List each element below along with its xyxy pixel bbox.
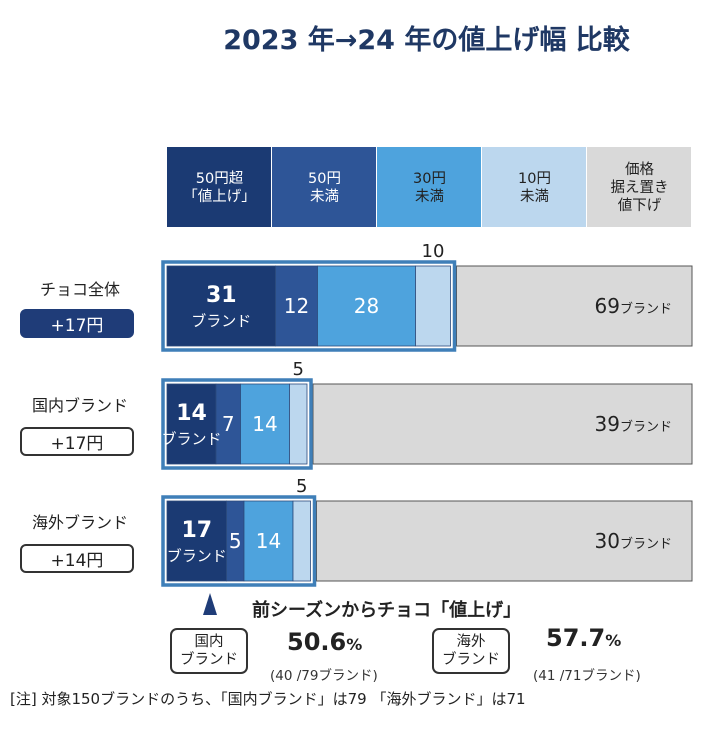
legend-label-3: 10円未満 [518, 171, 551, 205]
bar-0-label-2: 28 [354, 294, 379, 318]
foreign-box-line1: 海外 [456, 634, 486, 650]
bar-0-outline [161, 260, 457, 352]
badge-foreign: +14円 [20, 544, 134, 573]
bar-0-label-1: 12 [284, 294, 309, 318]
row-label-domestic: 国内ブランド [31, 396, 128, 415]
domestic-percentage: 50.6% [287, 628, 362, 656]
bar-2-seg-4 [316, 500, 693, 582]
bar-0-label-0-sub: ブランド [191, 312, 251, 330]
bar-1-seg-2 [240, 383, 290, 465]
domestic-box-line1: 国内 [194, 634, 224, 650]
bar-0-label-0: 31 [206, 283, 237, 308]
bar-1-seg-4 [312, 383, 693, 465]
bar-2-label-2: 14 [256, 529, 281, 553]
foreign-brand-box: 海外 ブランド [432, 628, 510, 674]
bar-0-seg-2 [317, 265, 416, 347]
bar-1-seg-3 [289, 383, 308, 465]
bar-2-label-0-sub: ブランド [167, 547, 227, 565]
badge-domestic: +17円 [20, 427, 134, 456]
foreign-pct-unit: % [605, 631, 622, 650]
foreign-detail: (41 /71ブランド) [533, 668, 641, 684]
bar-1-label-2: 14 [252, 412, 277, 436]
row-label-choco-total: チョコ全体 [39, 280, 120, 299]
legend-swatch-2 [377, 147, 481, 227]
row-label-foreign: 海外ブランド [31, 513, 128, 532]
bar-0-label-3: 10 [422, 241, 445, 262]
domestic-brand-box: 国内 ブランド [170, 628, 248, 674]
summary-heading: 前シーズンからチョコ「値上げ」 [252, 600, 522, 621]
bar-1-label-3: 5 [293, 359, 304, 380]
legend-label-4: 価格据え置き値下げ [611, 161, 669, 214]
bar-1-label-0-sub: ブランド [161, 430, 221, 448]
legend-label-0: 50円超「値上げ」 [183, 170, 256, 205]
pointer-triangle [203, 593, 217, 615]
legend-label-2: 30円未満 [413, 171, 446, 205]
bar-2-outline [161, 495, 317, 587]
domestic-detail: (40 /79ブランド) [270, 668, 378, 684]
legend-swatch-3 [482, 147, 586, 227]
legend-swatch-0 [167, 147, 271, 227]
bar-2-seg-3 [292, 500, 311, 582]
domestic-pct-value: 50.6 [287, 628, 347, 656]
chart-title: 2023 年→24 年の値上げ幅 比較 [223, 25, 630, 56]
bar-1-seg-0 [166, 383, 217, 465]
legend-swatch-4 [587, 147, 691, 227]
legend-label-1: 50円未満 [308, 171, 341, 205]
bar-0-seg-0 [166, 265, 276, 347]
bar-2-label-0: 17 [181, 518, 212, 543]
foreign-pct-value: 57.7 [546, 624, 606, 652]
bar-2-seg-0 [166, 500, 227, 582]
bar-2-label-1: 5 [229, 529, 242, 553]
bar-1-label-1: 7 [222, 412, 235, 436]
domestic-box-line2: ブランド [180, 652, 238, 668]
bar-0-seg-3 [415, 265, 451, 347]
badge-choco-total: +17円 [20, 309, 134, 338]
stacked-bar-chart: 50円超「値上げ」 50円未満 30円未満 10円未満 価格据え置き値下げ 31 ブランド 1… [161, 147, 693, 587]
foreign-box-line2: ブランド [442, 652, 500, 668]
bar-0-seg-1 [275, 265, 318, 347]
footnote: [注] 対象150ブランドのうち、「国内ブランド」は79 「海外ブランド」は71 [10, 690, 526, 708]
legend-swatch-1 [272, 147, 376, 227]
foreign-percentage: 57.7% [546, 624, 621, 652]
bar-1-label-0: 14 [176, 401, 207, 426]
bar-1-outline [161, 378, 313, 470]
bar-2-label-3: 5 [296, 476, 307, 497]
bar-0-seg-4 [456, 265, 693, 347]
domestic-pct-unit: % [346, 635, 363, 654]
